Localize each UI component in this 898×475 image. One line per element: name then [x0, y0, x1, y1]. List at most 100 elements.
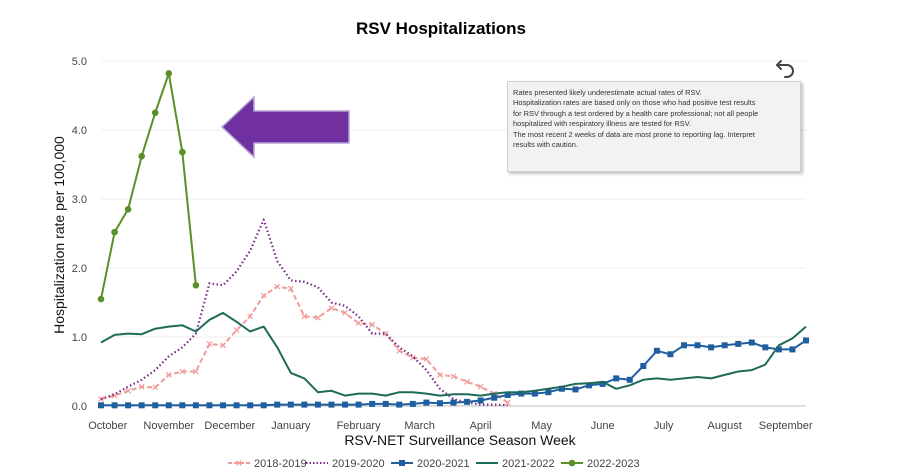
data-point	[464, 378, 470, 385]
legend-item[interactable]: 2018-2019	[228, 458, 307, 470]
legend-label: 2020-2021	[417, 458, 470, 470]
data-point	[504, 391, 511, 398]
note-line: results with caution.	[513, 140, 578, 150]
data-point	[518, 390, 525, 397]
data-point	[504, 399, 511, 406]
data-point	[151, 109, 159, 117]
y-tick-label: 4.0	[72, 125, 87, 137]
data-point	[450, 399, 457, 406]
y-tick-label: 1.0	[72, 332, 87, 344]
x-tick-label: August	[708, 420, 742, 432]
chart-title: RSV Hospitalizations	[356, 19, 526, 38]
data-point	[138, 383, 145, 390]
data-point	[125, 402, 132, 409]
data-point	[491, 394, 498, 401]
data-point	[111, 228, 118, 236]
x-tick-label: July	[654, 420, 674, 432]
undo-icon[interactable]	[774, 56, 798, 80]
data-point	[558, 385, 565, 392]
data-point	[220, 342, 226, 349]
data-point	[328, 401, 335, 408]
y-tick-label: 0.0	[72, 401, 87, 413]
data-point	[165, 402, 172, 409]
data-point	[314, 401, 321, 408]
data-point	[667, 351, 674, 358]
note-line: The most recent 2 weeks of data are most…	[513, 129, 755, 139]
data-point	[531, 390, 538, 397]
series-line	[100, 285, 509, 404]
legend-marker	[568, 459, 576, 467]
data-point	[274, 283, 281, 290]
note-line: Hospitalization rates are based only on …	[513, 98, 756, 108]
data-point	[247, 313, 254, 320]
data-point	[287, 401, 294, 408]
data-point	[111, 402, 118, 409]
data-point	[152, 384, 159, 391]
series-2021-2022	[100, 311, 807, 397]
legend-label: 2018-2019	[254, 458, 307, 470]
x-tick-label: January	[271, 420, 311, 432]
x-tick-label: December	[204, 420, 255, 432]
legend-item[interactable]: 2020-2021	[391, 458, 470, 470]
data-point	[138, 402, 145, 409]
y-tick-label: 5.0	[72, 56, 87, 68]
data-point	[192, 368, 199, 375]
data-point	[274, 401, 281, 408]
series-2020-2021	[98, 337, 809, 409]
x-tick-label: May	[531, 420, 552, 432]
disclaimer-note: Rates presented likely underestimate act…	[507, 81, 801, 172]
data-point	[762, 344, 769, 351]
x-tick-label: February	[337, 420, 382, 432]
data-point	[355, 320, 362, 327]
data-point	[192, 402, 199, 409]
data-point	[748, 339, 755, 346]
left-arrow-icon	[220, 95, 350, 159]
data-point	[328, 305, 335, 311]
data-point	[301, 313, 308, 320]
legend-item[interactable]: 2021-2022	[476, 458, 555, 470]
series-line	[100, 72, 197, 300]
x-tick-label: October	[88, 420, 127, 432]
data-point	[586, 382, 593, 389]
data-point	[233, 402, 240, 409]
data-point	[599, 380, 606, 387]
data-point	[165, 372, 172, 378]
data-point	[138, 152, 145, 160]
data-point	[98, 402, 104, 409]
data-point	[97, 295, 105, 303]
data-point	[409, 400, 416, 407]
legend-marker	[399, 460, 405, 466]
data-point	[260, 292, 267, 299]
data-point	[789, 346, 796, 353]
data-point	[477, 397, 484, 404]
legend-marker	[236, 460, 242, 466]
legend-label: 2021-2022	[502, 458, 555, 470]
data-point	[314, 314, 321, 321]
data-point	[165, 70, 173, 77]
data-point	[436, 400, 443, 407]
data-point	[464, 398, 471, 405]
legend-item[interactable]: 2019-2020	[306, 458, 385, 470]
data-point	[775, 346, 782, 353]
legend[interactable]: 2018-2019 2019-2020 2020-2021 2021-2022 2022…	[228, 458, 640, 470]
data-point	[369, 321, 376, 328]
series-2019-2020	[100, 218, 508, 407]
data-point	[369, 400, 376, 407]
x-tick-labels: October November December January February Ma…	[88, 420, 813, 432]
x-tick-label: June	[591, 420, 615, 432]
x-axis-label: RSV-NET Surveillance Season Week	[344, 432, 576, 448]
data-point	[206, 340, 213, 347]
series-2022-2023	[97, 70, 200, 303]
data-point	[179, 368, 186, 375]
data-point	[220, 402, 227, 409]
data-point	[247, 402, 254, 409]
data-point	[206, 402, 213, 409]
data-point	[572, 386, 579, 393]
data-point	[640, 362, 647, 369]
data-point	[721, 342, 728, 349]
x-tick-label: November	[143, 420, 194, 432]
legend-label: 2019-2020	[332, 458, 385, 470]
data-point	[260, 402, 267, 409]
legend-item[interactable]: 2022-2023	[561, 458, 640, 470]
data-point	[192, 281, 200, 289]
